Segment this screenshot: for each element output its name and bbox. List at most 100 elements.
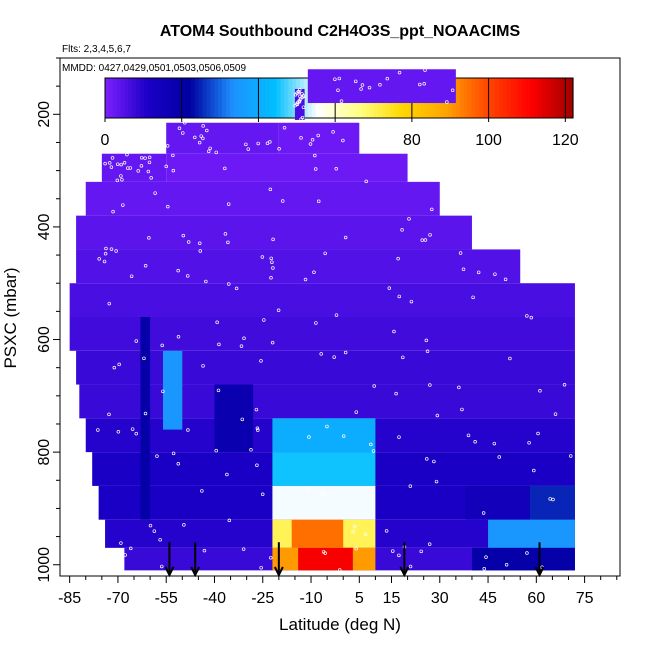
- colorbar-swatch: [495, 78, 500, 118]
- sample-point: [323, 251, 327, 256]
- colorbar-swatch: [456, 78, 461, 118]
- sample-point: [217, 342, 221, 347]
- sample-point: [117, 362, 121, 367]
- sample-point: [295, 102, 300, 107]
- sample-point: [400, 228, 404, 232]
- heatmap-cell: [307, 69, 456, 104]
- sample-point: [176, 335, 181, 339]
- colorbar-swatch: [506, 78, 512, 118]
- sample-point: [308, 142, 313, 146]
- sample-point: [147, 236, 151, 240]
- colorbar-swatch: [225, 78, 231, 118]
- sample-point: [244, 142, 248, 147]
- sample-point: [223, 166, 227, 171]
- sample-point: [276, 308, 281, 313]
- sample-point: [199, 134, 203, 138]
- sample-point: [397, 553, 401, 558]
- sample-point: [364, 179, 368, 184]
- y-tick-label: 800: [36, 439, 53, 466]
- sample-point: [428, 233, 432, 237]
- heatmap-cell: [166, 153, 408, 182]
- heatmap-cell: [465, 485, 530, 520]
- heatmap-cell: [471, 547, 575, 571]
- sample-point: [260, 492, 265, 497]
- sample-point: [525, 551, 529, 555]
- colorbar-swatch: [198, 78, 204, 118]
- x-tick-label: -85: [58, 590, 81, 607]
- sample-point: [503, 277, 508, 282]
- sample-point: [114, 249, 118, 253]
- sample-point: [112, 365, 117, 370]
- sample-point: [481, 511, 486, 515]
- sample-point: [432, 459, 436, 464]
- sample-point: [460, 407, 464, 412]
- sample-point: [419, 549, 423, 554]
- sample-point: [270, 260, 274, 264]
- colorbar-swatch: [194, 78, 200, 118]
- y-axis-label: PSXC (mbar): [1, 267, 20, 368]
- colorbar-swatch: [522, 78, 527, 118]
- sample-point: [280, 199, 285, 203]
- sample-point: [493, 272, 497, 276]
- colorbar-swatch: [124, 78, 129, 118]
- sample-point: [143, 263, 148, 268]
- sample-point: [568, 454, 573, 458]
- sample-point: [316, 133, 320, 138]
- heatmap-cell: [166, 122, 279, 154]
- sample-point: [139, 155, 144, 160]
- sample-point: [408, 484, 413, 488]
- sample-point: [553, 412, 558, 416]
- colorbar-swatch: [537, 78, 543, 118]
- sample-point: [378, 83, 382, 87]
- colorbar-swatch: [514, 78, 519, 118]
- sample-point: [301, 105, 306, 109]
- colorbar-swatch: [190, 78, 196, 118]
- sample-point: [255, 463, 259, 467]
- sample-point: [369, 442, 373, 447]
- sample-point: [333, 77, 337, 81]
- sample-point: [461, 267, 466, 272]
- colorbar-swatch: [186, 78, 192, 118]
- sample-point: [334, 313, 339, 317]
- sample-point: [147, 155, 152, 160]
- sample-point: [121, 203, 125, 207]
- x-tick-label: 60: [527, 590, 545, 607]
- sample-point: [119, 541, 123, 545]
- colorbar-swatch: [105, 78, 110, 118]
- sample-point: [122, 161, 127, 165]
- sample-point: [529, 315, 534, 320]
- sample-point: [152, 529, 157, 533]
- sample-point: [466, 433, 471, 438]
- sample-point: [504, 563, 509, 567]
- sample-point: [307, 487, 311, 491]
- colorbar-swatch: [249, 78, 254, 118]
- sample-point: [425, 349, 430, 354]
- y-axis: 200 400 600 800 1000: [36, 57, 60, 583]
- sample-point: [457, 385, 461, 390]
- sample-point: [371, 449, 376, 453]
- sample-point: [343, 235, 348, 240]
- sample-point: [353, 79, 358, 84]
- sample-point: [201, 136, 205, 141]
- colorbar-swatch: [491, 78, 496, 118]
- colorbar-swatch: [155, 78, 161, 118]
- sample-point: [354, 410, 359, 414]
- sample-point: [473, 439, 477, 444]
- x-tick-label: -25: [251, 590, 274, 607]
- colorbar-swatch: [534, 78, 539, 118]
- heatmap-cell: [69, 317, 575, 351]
- sample-point: [271, 266, 275, 270]
- flights-label: Flts: 2,3,4,5,6,7: [62, 44, 131, 55]
- sample-point: [166, 204, 170, 209]
- sample-point: [508, 356, 512, 361]
- sample-point: [134, 431, 139, 436]
- sample-point: [336, 88, 340, 92]
- sample-point: [139, 164, 144, 168]
- sample-point: [408, 564, 413, 569]
- sample-point: [407, 217, 411, 221]
- sample-point: [397, 435, 401, 439]
- sample-point: [420, 238, 424, 242]
- colorbar-swatch: [206, 78, 211, 118]
- sample-point: [394, 391, 398, 396]
